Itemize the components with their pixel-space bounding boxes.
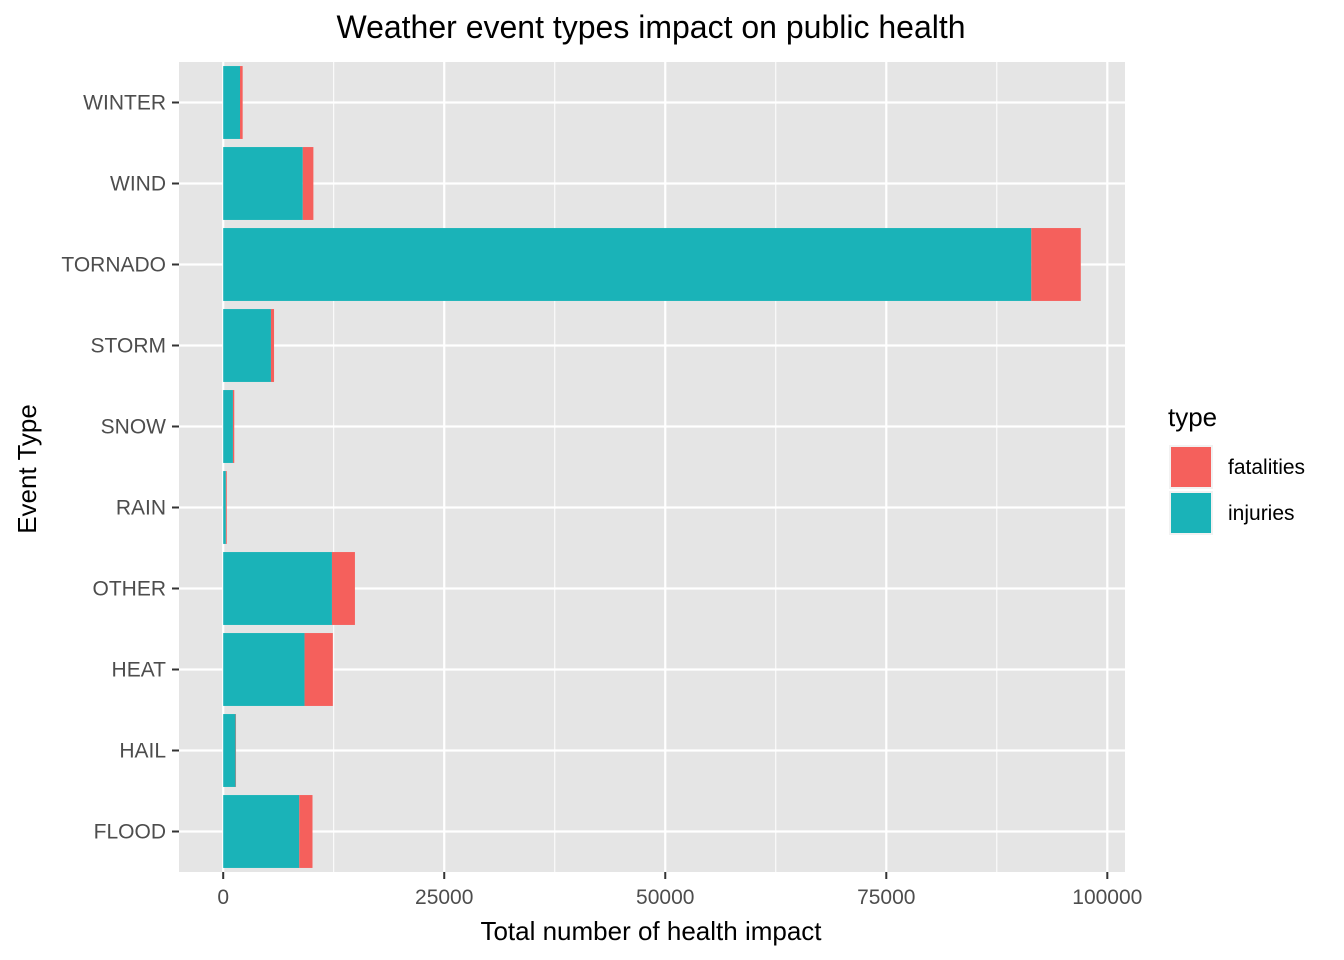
bar-injuries-storm — [223, 309, 271, 382]
bar-fatalities-rain — [225, 471, 227, 544]
legend-title: type — [1168, 402, 1217, 432]
y-tick-label: WIND — [110, 173, 166, 196]
plot-panel — [179, 62, 1125, 872]
x-tick-label: 75000 — [857, 886, 915, 909]
y-tick-label: WINTER — [83, 92, 166, 115]
y-tick-label: HAIL — [119, 740, 166, 763]
grid-lines — [179, 62, 1125, 872]
bar-injuries-winter — [223, 66, 241, 139]
y-tick-label: SNOW — [101, 416, 167, 439]
bar-injuries-other — [223, 552, 332, 625]
x-axis-title: Total number of health impact — [480, 916, 822, 946]
legend-label-injuries: injuries — [1228, 502, 1295, 525]
bar-injuries-flood — [223, 795, 300, 868]
legend-label-fatalities: fatalities — [1228, 456, 1305, 479]
bar-fatalities-other — [331, 552, 355, 625]
bar-fatalities-storm — [270, 309, 275, 382]
bar-injuries-hail — [223, 714, 236, 787]
bar-injuries-tornado — [223, 228, 1032, 301]
bar-injuries-rain — [223, 471, 226, 544]
bars — [223, 66, 1081, 868]
x-tick-label: 50000 — [636, 886, 694, 909]
y-tick-label: RAIN — [116, 497, 166, 520]
bar-injuries-heat — [223, 633, 305, 706]
y-axis-title: Event Type — [12, 404, 42, 534]
x-axis: 0 25000 50000 75000 100000 — [217, 872, 1142, 909]
bar-injuries-wind — [223, 147, 303, 220]
y-axis: FLOOD HAIL HEAT OTHER RAIN SNOW STORM TORNADO WI… — [61, 92, 179, 844]
bar-fatalities-flood — [299, 795, 313, 868]
x-tick-label: 100000 — [1072, 886, 1142, 909]
y-tick-label: FLOOD — [94, 821, 166, 844]
y-tick-label: STORM — [91, 335, 166, 358]
y-tick-label: OTHER — [93, 578, 167, 601]
chart-title: Weather event types impact on public hea… — [336, 9, 965, 45]
bar-fatalities-wind — [302, 147, 314, 220]
y-tick-label: TORNADO — [61, 254, 166, 277]
bar-fatalities-winter — [240, 66, 243, 139]
y-tick-label: HEAT — [112, 659, 167, 682]
x-tick-label: 25000 — [415, 886, 473, 909]
bar-fatalities-tornado — [1031, 228, 1081, 301]
legend: type fatalities injuries — [1168, 402, 1305, 535]
x-tick-label: 0 — [217, 886, 229, 909]
bar-fatalities-snow — [232, 390, 235, 463]
bar-injuries-snow — [223, 390, 233, 463]
legend-key-fatalities — [1171, 447, 1211, 487]
legend-key-injuries — [1171, 493, 1211, 533]
bar-fatalities-heat — [304, 633, 333, 706]
